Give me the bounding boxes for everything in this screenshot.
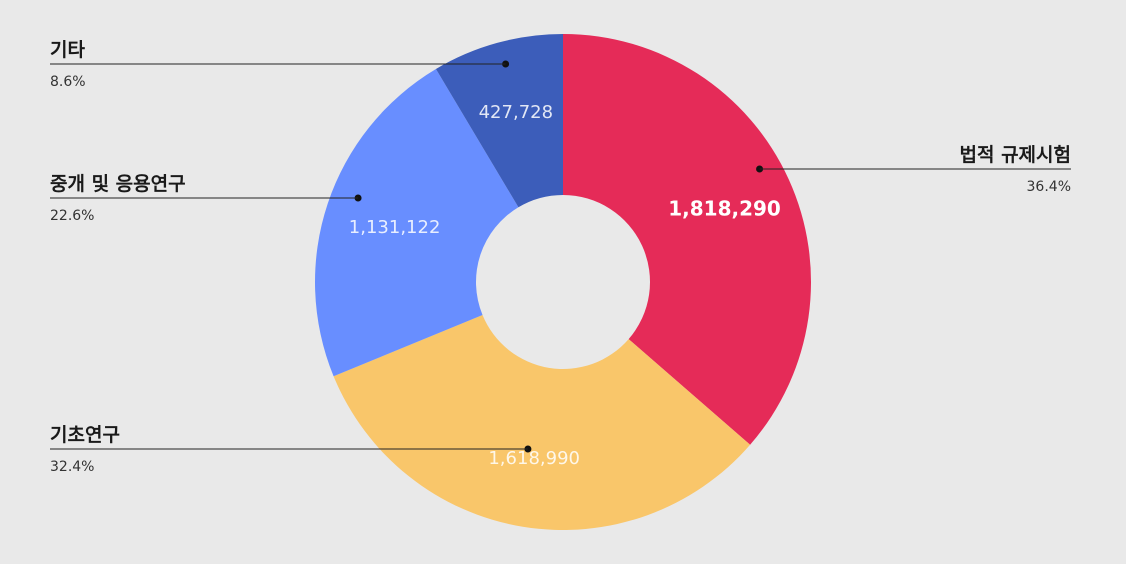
slice-4 [435, 34, 563, 208]
slice-4-value-label: 427,728 [479, 102, 553, 123]
slice-2 [333, 315, 751, 530]
value-labels: 1,818,290 1,618,990 1,131,122 427,728 [349, 102, 781, 469]
slice-2-category-label: 기초연구 [50, 424, 120, 446]
slice-3-value-label: 1,131,122 [349, 217, 441, 238]
slice-1-category-label: 법적 규제시험 [960, 144, 1072, 166]
slices [315, 34, 811, 530]
slice-1 [563, 34, 811, 445]
slice-1-percent-label: 36.4% [1027, 179, 1071, 195]
callouts: 법적 규제시험 36.4% 기초연구 32.4% 중개 및 응용연구 22.6% 기타 8.6… [50, 39, 1071, 475]
slice-4-category-label: 기타 [50, 39, 85, 61]
slice-3-category-label: 중개 및 응용연구 [50, 173, 186, 195]
slice-1-value-label: 1,818,290 [668, 196, 781, 220]
slice-3-percent-label: 22.6% [50, 208, 94, 224]
slice-2-value-label: 1,618,990 [488, 448, 580, 469]
slice-4-percent-label: 8.6% [50, 74, 86, 90]
slice-2-percent-label: 32.4% [50, 459, 94, 475]
slice-3 [315, 69, 519, 377]
